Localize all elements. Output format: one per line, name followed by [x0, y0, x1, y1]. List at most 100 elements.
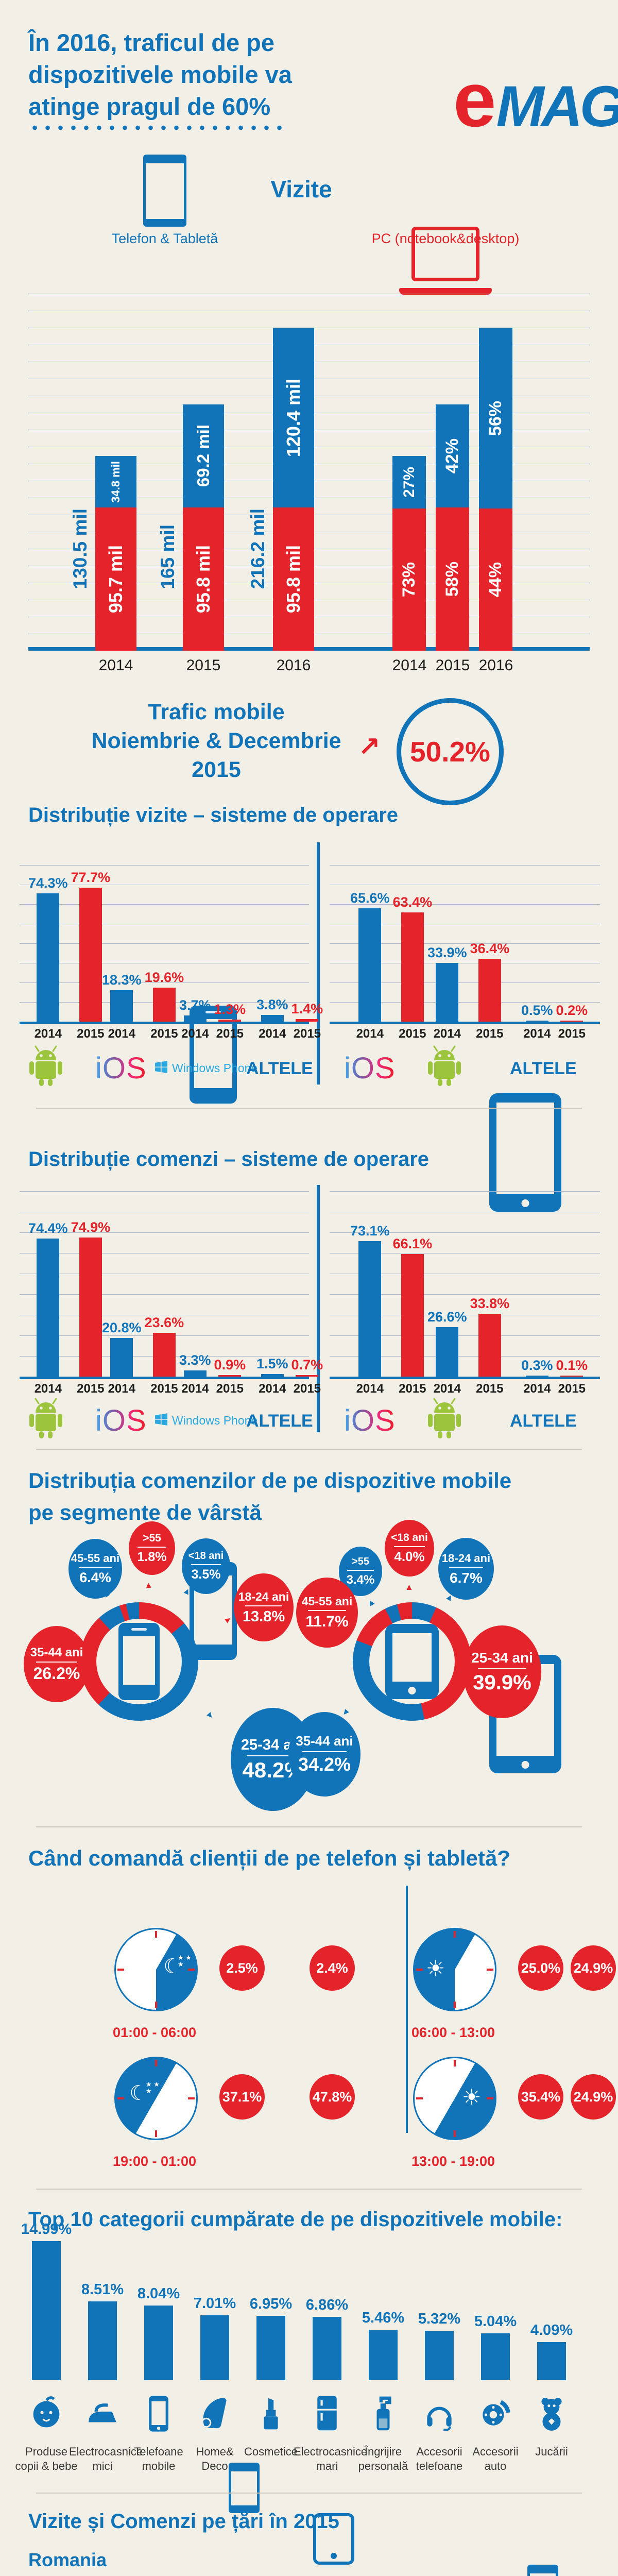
year-2015: 2015: [558, 1382, 586, 1396]
moon-icon: ☾: [163, 1955, 182, 1978]
section-title-countries: Vizite și Comenzi pe țări în 2015: [28, 2510, 339, 2533]
milestone-circle: 50.2%: [397, 698, 504, 805]
total-label-2015: 165 mil: [157, 524, 178, 589]
year-2015: 2015: [293, 1382, 321, 1396]
bar-2015-absolute: 165 mil 69.2 mil 95.8 mil: [157, 404, 224, 651]
pct-2016-pc-segment: 44%: [479, 509, 512, 651]
bar-2014: [110, 990, 133, 1022]
comenzi-phone-baseline: [20, 1377, 309, 1379]
headphones-icon: [411, 2391, 468, 2437]
bar-2014: [358, 1241, 382, 1377]
year-2014: 2014: [433, 1382, 461, 1396]
value-2015: 23.6%: [144, 1315, 184, 1331]
value-2015: 63.4%: [392, 894, 433, 910]
altele-label-tablet: ALTELE: [510, 1059, 577, 1078]
value-2015: 66.1%: [392, 1236, 433, 1252]
pct-2016-mobile-segment: 56%: [479, 328, 512, 509]
top10-bar-7: 5.46%: [355, 2310, 411, 2380]
arrow-icon: ▲: [75, 1656, 85, 1665]
top10-bar-6: 6.86%: [299, 2297, 355, 2380]
comenzi-tablet-android-group: 26.6% 2014 33.8% 2015: [427, 1296, 509, 1396]
pct-mobile-2015: 42%: [442, 438, 462, 474]
value-2014: 3.8%: [256, 997, 288, 1013]
bar-2014: [261, 1374, 284, 1377]
year-2015: 2015: [216, 1382, 244, 1396]
moon-icon: ☾: [129, 2082, 148, 2105]
year-2014: 2014: [433, 1027, 461, 1041]
section-title-comenzi-os: Distribuție comenzi – sisteme de operare: [28, 1148, 430, 1171]
bar-2015: [478, 1314, 501, 1377]
laptop-base: [399, 288, 492, 295]
stars-icon: ★ ★ ★: [178, 1954, 192, 1968]
legend-mobile-label: Telefon & Tabletă: [111, 231, 218, 246]
emag-logo: eMAG®: [453, 61, 618, 139]
altele-label-phone: ALTELE: [246, 1059, 313, 1078]
year-2015: 2015: [293, 1027, 321, 1041]
value-2014: 0.3%: [521, 1358, 553, 1373]
value-2015: 1.4%: [291, 1001, 323, 1017]
vizite-tablet-ios-group: 65.6% 2014 63.4% 2015: [350, 890, 432, 1041]
year-2015: 2015: [150, 1382, 178, 1396]
pct-tablet-night-early: 2.4%: [310, 1945, 355, 1991]
year-2014: 2014: [356, 1027, 384, 1041]
bar-2014-pc-segment: 95.7 mil: [95, 507, 136, 651]
year-2014: 2014: [523, 1382, 551, 1396]
title-line-1: În 2016, traficul de pe: [28, 29, 275, 56]
sun-icon: ☀: [426, 1956, 445, 1980]
bar-2016-percent: 56% 44%: [479, 328, 512, 651]
pct-phone-night-early: 2.5%: [219, 1945, 265, 1991]
year-2015: 2015: [476, 1382, 504, 1396]
ios-logo-tablet: iOS: [344, 1052, 396, 1085]
bar-2014-absolute: 130.5 mil 34.8 mil 95.7 mil: [70, 455, 136, 651]
when-tablet-icon-left: [313, 2513, 354, 2565]
value-2014: 26.6%: [427, 1309, 467, 1325]
time-range-2: 06:00 - 13:00: [411, 2025, 495, 2040]
laptop-screen: [411, 227, 479, 281]
year-2015: 2015: [476, 1027, 504, 1041]
fridge-icon: [299, 2391, 355, 2437]
value-2014: 33.9%: [427, 945, 467, 961]
vizite-tablet-altele-group: 0.5% 2014 0.2% 2015: [521, 1003, 588, 1041]
bar-2015: [152, 988, 176, 1022]
comenzi-phone-altele-group: 1.5% 2014 0.7% 2015: [256, 1356, 323, 1396]
value-2015: 36.4%: [470, 941, 510, 957]
bar-2015: [560, 1376, 583, 1377]
comenzi-os-bars: 74.4% 2014 74.9% 2015 20.8% 2014 23.6% 2015 …: [0, 1190, 618, 1396]
top10-label-7: Îngrijire personală: [358, 2445, 408, 2472]
comenzi-panel-separator: [317, 1185, 320, 1432]
when-column-separator: [406, 1886, 408, 2133]
top10-chart: 14.99% 8.51% 8.04% 7.01% 6.95% 6.86% 5.4…: [0, 2221, 618, 2380]
top10-bar-2: 8.51%: [74, 2281, 131, 2380]
bar-2014: [37, 1239, 60, 1377]
milestone-line-1: Trafic mobile: [148, 700, 285, 724]
android-icon: [25, 1045, 67, 1089]
pct-2014-pc-segment: 73%: [392, 508, 426, 651]
x-label-2015: 2015: [186, 657, 221, 674]
year-2014: 2014: [356, 1382, 384, 1396]
year-2014: 2014: [523, 1027, 551, 1041]
clock-morning: ☀: [413, 1928, 496, 2011]
pc-value-2015: 95.8 mil: [193, 545, 214, 614]
when-phone-icon-right: [527, 2565, 558, 2576]
milestone-value: 50.2%: [410, 736, 490, 768]
year-2014: 2014: [181, 1027, 209, 1041]
year-2014: 2014: [259, 1382, 286, 1396]
baby-icon: [18, 2391, 75, 2437]
bar-2014: [37, 893, 60, 1022]
vizite-phone-altele-group: 3.8% 2014 1.4% 2015: [256, 997, 323, 1041]
year-2015: 2015: [399, 1027, 426, 1041]
x-label-2016: 2016: [276, 657, 311, 674]
bar-2015: [401, 912, 424, 1022]
bar-2016-mobile-segment: 120.4 mil: [273, 328, 314, 508]
age-bubble-55-phone: >55 1.8%: [129, 1521, 175, 1575]
bar-2014: [183, 1015, 207, 1022]
laptop-legend-icon: [399, 227, 492, 295]
total-label-2016: 216.2 mil: [247, 508, 268, 589]
lipstick-icon: [243, 2391, 299, 2437]
time-range-4: 13:00 - 19:00: [411, 2154, 495, 2169]
bar-2015-percent: 42% 58%: [436, 404, 469, 651]
comenzi-phone-wp-group: 3.3% 2014 0.9% 2015: [179, 1352, 246, 1396]
top10-bar-8: 5.32%: [411, 2311, 468, 2380]
top10-bar-4: 7.01%: [186, 2295, 243, 2380]
value-2015: 0.2%: [556, 1003, 588, 1018]
